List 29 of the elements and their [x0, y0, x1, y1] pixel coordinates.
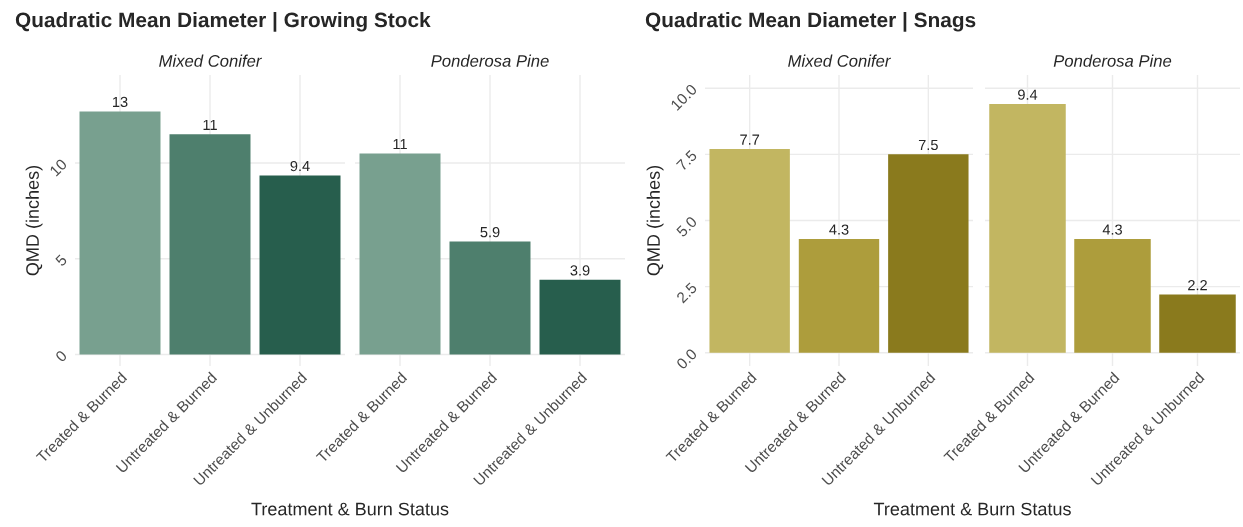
- y-tick-label: 10: [49, 158, 68, 177]
- data-label: 5.9: [480, 226, 500, 238]
- data-label: 13: [113, 96, 128, 108]
- data-label: 9.4: [1018, 89, 1038, 100]
- y-axis-title: QMD (inches): [25, 165, 43, 276]
- chart-title: Quadratic Mean Diameter | Snags: [645, 12, 976, 32]
- y-axis-title: QMD (inches): [646, 165, 664, 276]
- data-label: 4.3: [829, 224, 849, 235]
- chart-subtitle: Ponderosa Pine: [1053, 54, 1172, 67]
- data-label: 3.9: [570, 265, 590, 276]
- chart-subtitle: Mixed Conifer: [159, 54, 262, 67]
- data-label: 9.4: [290, 160, 310, 172]
- data-label: 4.3: [1102, 224, 1122, 235]
- x-axis-title: Treatment & Burn Status: [251, 502, 449, 516]
- chart-subtitle: Ponderosa Pine: [431, 54, 549, 67]
- y-tick-label: 7.5: [676, 149, 698, 172]
- data-label: 7.5: [918, 139, 938, 151]
- data-label: 11: [203, 119, 217, 130]
- data-label: 11: [393, 139, 407, 150]
- y-tick-label: 5: [54, 254, 68, 267]
- x-axis-title: Treatment & Burn Status: [873, 502, 1071, 516]
- chart-subtitle: Mixed Conifer: [788, 54, 891, 67]
- y-tick-label: 5.0: [675, 215, 698, 238]
- chart-title: Quadratic Mean Diameter | Growing Stock: [15, 12, 431, 32]
- data-label: 7.7: [740, 134, 760, 145]
- y-tick-label: 0.0: [675, 347, 698, 370]
- y-tick-label: 2.5: [675, 281, 698, 304]
- y-tick-label: 0: [54, 349, 68, 363]
- data-label: 2.2: [1188, 279, 1207, 291]
